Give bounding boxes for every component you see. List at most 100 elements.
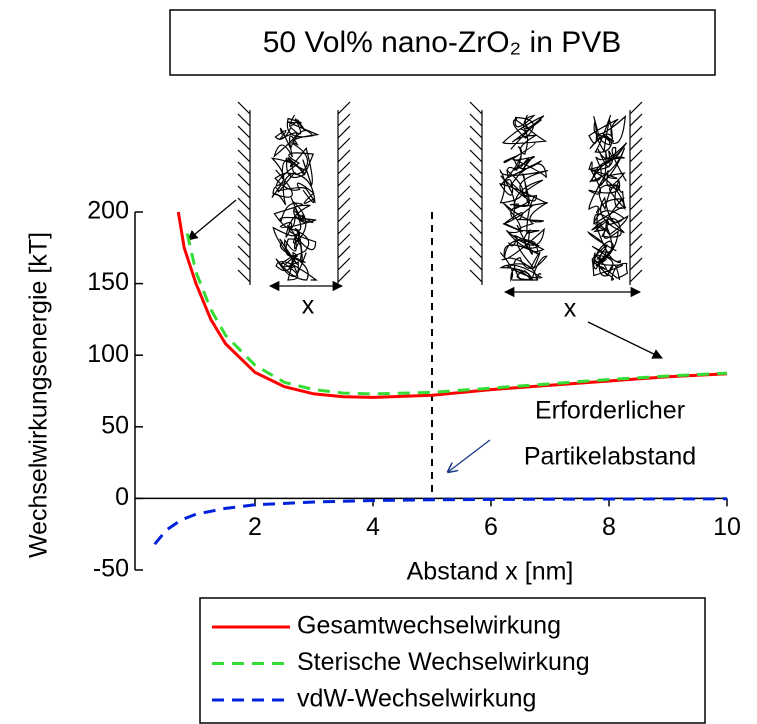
polymer-chain bbox=[273, 114, 320, 159]
hatch bbox=[469, 233, 483, 247]
hatch bbox=[629, 269, 643, 283]
title-box bbox=[169, 9, 716, 76]
polymer-chain bbox=[588, 114, 627, 154]
annotation: x bbox=[302, 292, 315, 320]
annotation: Partikelabstand bbox=[524, 443, 696, 471]
polymer-sketch bbox=[237, 101, 643, 285]
hatch bbox=[237, 221, 251, 235]
polymer-chain bbox=[273, 197, 317, 242]
hatch bbox=[337, 101, 351, 115]
hatch bbox=[237, 245, 251, 259]
polymer-chain bbox=[499, 252, 548, 282]
y-tick-label: 50 bbox=[101, 411, 129, 439]
hatch bbox=[337, 221, 351, 235]
hatch bbox=[337, 113, 351, 127]
hatch bbox=[469, 197, 483, 211]
x-tick-label: 6 bbox=[484, 513, 498, 541]
hatch bbox=[629, 209, 643, 223]
hatch bbox=[237, 209, 251, 223]
hatch bbox=[237, 185, 251, 199]
polymer-chain bbox=[272, 224, 317, 266]
series-line bbox=[176, 211, 728, 399]
hatch bbox=[337, 125, 351, 139]
x-tick-label: 2 bbox=[248, 513, 262, 541]
y-tick-label: 200 bbox=[87, 197, 129, 225]
hatch bbox=[469, 245, 483, 259]
hatch bbox=[629, 221, 643, 235]
series-line bbox=[185, 233, 728, 396]
hatch bbox=[237, 173, 251, 187]
series-line bbox=[153, 497, 728, 546]
polymer-chain bbox=[271, 169, 316, 206]
hatch bbox=[237, 161, 251, 175]
y-tick-label: 100 bbox=[87, 340, 129, 368]
hatch bbox=[629, 101, 643, 115]
hatch bbox=[337, 161, 351, 175]
y-axis-label: Wechselwirkungsenergie [kT] bbox=[25, 232, 53, 558]
chart-title: 50 Vol% nano-ZrO₂ in PVB bbox=[263, 26, 622, 59]
hatch bbox=[337, 137, 351, 151]
polymer-chain bbox=[591, 196, 629, 238]
x-axis-label: Abstand x [nm] bbox=[407, 558, 574, 586]
y-tick-label: -50 bbox=[93, 555, 129, 583]
x-tick-label: 4 bbox=[366, 513, 380, 541]
hatch bbox=[337, 185, 351, 199]
hatch bbox=[337, 149, 351, 163]
arrows bbox=[187, 199, 663, 472]
hatch bbox=[469, 137, 483, 151]
polymer-chain bbox=[270, 141, 315, 187]
hatch bbox=[237, 101, 251, 115]
hatch bbox=[337, 233, 351, 247]
hatch bbox=[469, 149, 483, 163]
polymer-chain bbox=[500, 224, 545, 270]
hatch bbox=[629, 137, 643, 151]
hatch bbox=[237, 149, 251, 163]
hatch bbox=[337, 173, 351, 187]
hatch bbox=[469, 125, 483, 139]
hatch bbox=[629, 185, 643, 199]
hatch bbox=[629, 233, 643, 247]
annotation: Erforderlicher bbox=[535, 397, 685, 425]
hatch bbox=[237, 125, 251, 139]
hatch bbox=[629, 257, 643, 271]
hatch bbox=[629, 161, 643, 175]
polymer-chain bbox=[591, 252, 629, 281]
hatch bbox=[337, 245, 351, 259]
hatch bbox=[629, 149, 643, 163]
hatch bbox=[469, 269, 483, 283]
hatch bbox=[629, 113, 643, 127]
hatch bbox=[237, 257, 251, 271]
hatch bbox=[469, 209, 483, 223]
hatch bbox=[469, 221, 483, 235]
polymer-chain bbox=[502, 197, 548, 235]
x-tick-label: 8 bbox=[602, 513, 616, 541]
legend-label: vdW-Wechselwirkung bbox=[297, 685, 536, 713]
legend-box bbox=[199, 597, 706, 724]
polymer-chain bbox=[588, 169, 627, 214]
x-tick-label: 10 bbox=[713, 513, 741, 541]
polymer-chain bbox=[586, 223, 622, 267]
polymer-chain bbox=[499, 142, 547, 187]
hatch bbox=[469, 161, 483, 175]
hatch bbox=[469, 257, 483, 271]
hatch bbox=[337, 209, 351, 223]
y-tick-label: 0 bbox=[115, 483, 129, 511]
hatch bbox=[237, 269, 251, 283]
hatch bbox=[237, 137, 251, 151]
legend-label: Gesamtwechselwirkung bbox=[297, 612, 561, 640]
hatch bbox=[337, 257, 351, 271]
hatch bbox=[337, 269, 351, 283]
hatch bbox=[629, 173, 643, 187]
hatch bbox=[629, 245, 643, 259]
annotation: x bbox=[564, 295, 577, 323]
hatch bbox=[629, 197, 643, 211]
hatch bbox=[469, 185, 483, 199]
y-tick-label: 150 bbox=[87, 268, 129, 296]
hatch bbox=[469, 113, 483, 127]
legend-label: Sterische Wechselwirkung bbox=[297, 648, 590, 676]
polymer-chain bbox=[502, 114, 548, 155]
hatch bbox=[469, 101, 483, 115]
hatch bbox=[337, 197, 351, 211]
hatch bbox=[237, 113, 251, 127]
